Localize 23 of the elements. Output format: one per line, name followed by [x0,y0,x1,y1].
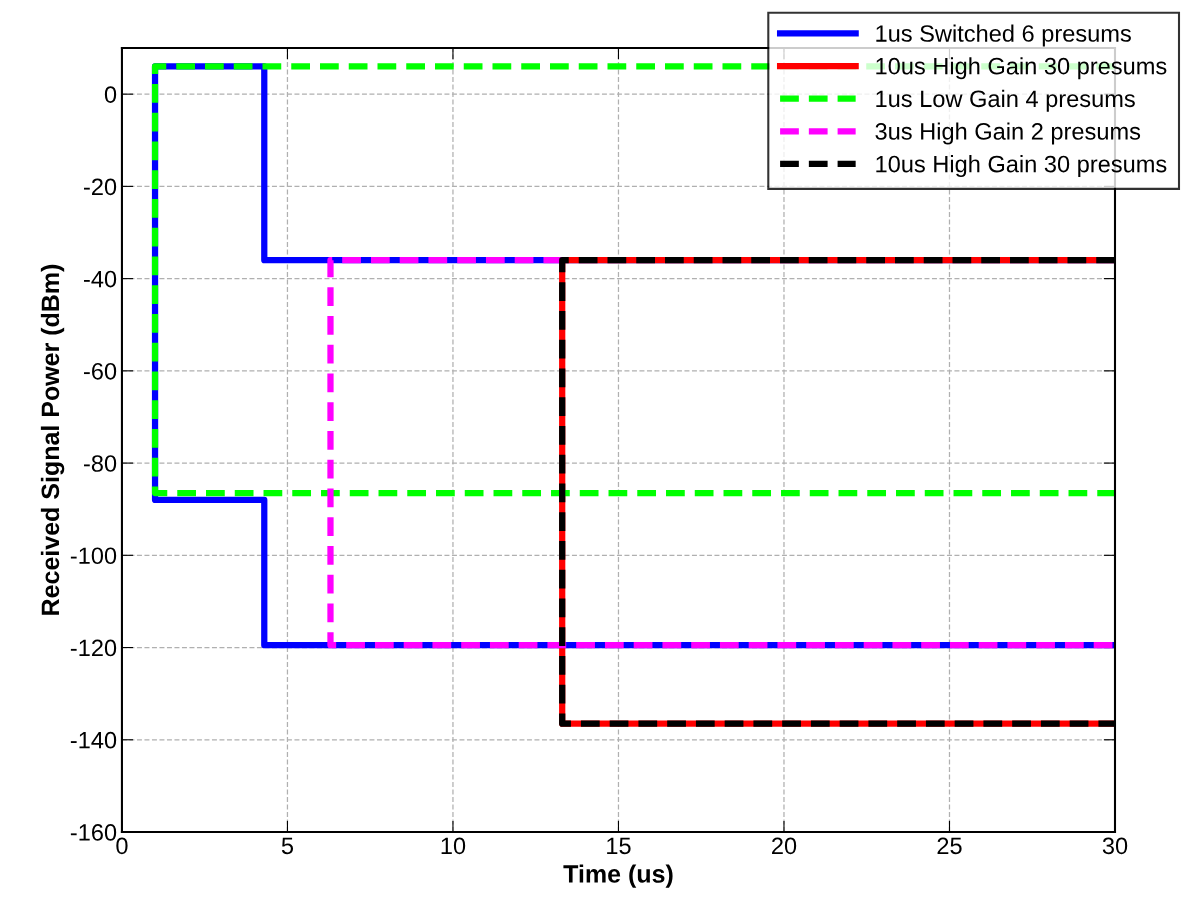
legend-label: 10us High Gain 30 presums [876,155,1167,178]
legend-label: 3us High Gain 2 presums [875,122,1141,145]
y-tick-label: -60 [84,362,117,380]
y-tick-label: -160 [70,824,117,841]
x-tick-label: 10 [441,837,466,855]
x-axis-title: Time (us) [563,864,673,888]
y-tick-label: -120 [70,639,117,657]
y-tick-label: -40 [84,270,117,288]
y-tick-label: 0 [104,86,117,103]
x-tick-label: 25 [937,837,962,855]
x-tick-label: 5 [281,837,294,855]
x-tick-label: 0 [116,837,128,855]
y-tick-label: -20 [84,178,117,196]
y-tick-label: -100 [70,547,117,565]
y-tick-label: -80 [84,455,117,472]
legend-label: 1us Low Gain 4 presums [876,89,1135,112]
x-tick-label: 30 [1102,837,1128,855]
y-tick-label: -140 [70,731,117,749]
legend-label: 10us High Gain 30 presums [876,57,1167,80]
x-tick-label: 20 [772,837,797,855]
x-tick-label: 15 [607,837,631,855]
y-axis-title: Received Signal Power (dBm) [40,264,65,615]
legend-label: 1us Switched 6 presums [876,24,1131,47]
